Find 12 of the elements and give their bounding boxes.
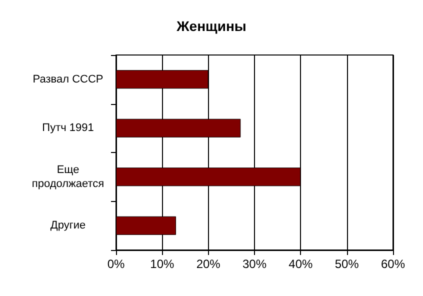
x-tick-label: 0% [107, 257, 125, 271]
x-tick-label: 60% [380, 257, 406, 271]
chart-title: Женщины [176, 18, 246, 34]
y-tick-label: Еще продолжается [32, 164, 104, 190]
x-tick-label: 30% [242, 257, 267, 271]
x-tick-label: 10% [150, 257, 174, 271]
y-tick-label: Развал СССР [32, 73, 104, 86]
x-tick-label: 50% [334, 257, 360, 271]
y-tick-label: Путч 1991 [42, 122, 94, 134]
x-tick-label: 20% [196, 257, 221, 271]
x-tick-label: 40% [288, 257, 313, 271]
y-tick-label: Другие [50, 220, 86, 232]
